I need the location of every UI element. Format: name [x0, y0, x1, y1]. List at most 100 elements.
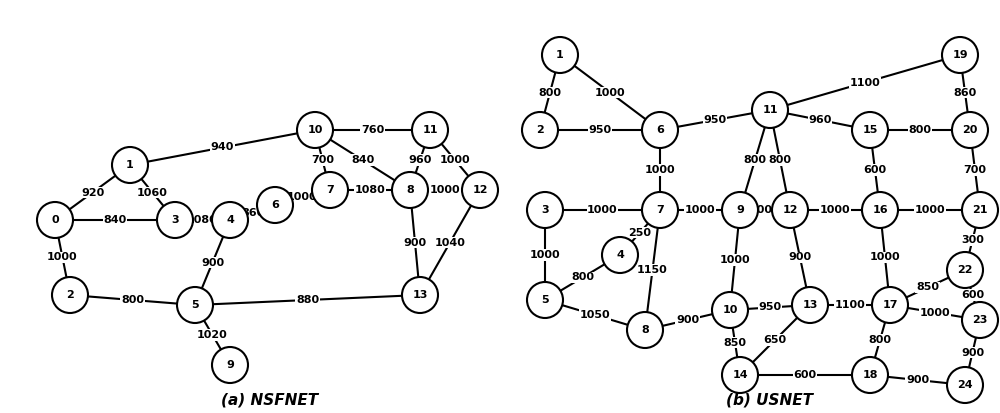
Text: 760: 760: [361, 125, 384, 135]
Circle shape: [962, 192, 998, 228]
Circle shape: [852, 112, 888, 148]
Text: 7: 7: [326, 185, 334, 195]
Text: 1000: 1000: [645, 165, 675, 175]
Text: 10: 10: [722, 305, 738, 315]
Text: 1000: 1000: [915, 205, 945, 215]
Text: 900: 900: [201, 257, 224, 268]
Text: 1050: 1050: [580, 310, 610, 320]
Text: 900: 900: [906, 375, 929, 385]
Text: 8: 8: [641, 325, 649, 335]
Text: 900: 900: [676, 315, 699, 325]
Circle shape: [952, 112, 988, 148]
Text: 3: 3: [541, 205, 549, 215]
Circle shape: [177, 287, 213, 323]
Text: 0: 0: [51, 215, 59, 225]
Text: 3: 3: [171, 215, 179, 225]
Text: 850: 850: [724, 337, 746, 347]
Text: 600: 600: [863, 165, 887, 175]
Text: 7: 7: [656, 205, 664, 215]
Text: 1000: 1000: [430, 185, 460, 195]
Text: 800: 800: [121, 295, 144, 305]
Circle shape: [752, 92, 788, 128]
Text: 13: 13: [802, 300, 818, 310]
Text: 1100: 1100: [850, 78, 880, 88]
Text: 650: 650: [763, 335, 787, 345]
Circle shape: [312, 172, 348, 208]
Circle shape: [212, 202, 248, 238]
Text: 23: 23: [972, 315, 988, 325]
Text: 1020: 1020: [197, 330, 228, 340]
Circle shape: [257, 187, 293, 223]
Text: 12: 12: [782, 205, 798, 215]
Text: 19: 19: [952, 50, 968, 60]
Text: 800: 800: [868, 335, 892, 345]
Text: 9: 9: [736, 205, 744, 215]
Circle shape: [642, 192, 678, 228]
Text: 1000: 1000: [750, 205, 780, 215]
Circle shape: [722, 192, 758, 228]
Text: 21: 21: [972, 205, 988, 215]
Circle shape: [37, 202, 73, 238]
Text: (b) USNET: (b) USNET: [726, 392, 814, 408]
Circle shape: [297, 112, 333, 148]
Text: 11: 11: [762, 105, 778, 115]
Text: (a) NSFNET: (a) NSFNET: [221, 392, 319, 408]
Text: 1080: 1080: [187, 215, 218, 225]
Text: 700: 700: [964, 165, 986, 175]
Text: 17: 17: [882, 300, 898, 310]
Circle shape: [712, 292, 748, 328]
Text: 1000: 1000: [440, 155, 470, 165]
Text: 1000: 1000: [530, 250, 560, 260]
Text: 1: 1: [556, 50, 564, 60]
Circle shape: [527, 192, 563, 228]
Text: 950: 950: [758, 302, 782, 313]
Text: 600: 600: [793, 370, 817, 380]
Text: 18: 18: [862, 370, 878, 380]
Text: 1000: 1000: [720, 255, 750, 265]
Text: 900: 900: [788, 252, 812, 263]
Text: 800: 800: [571, 273, 594, 282]
Text: 800: 800: [768, 155, 792, 165]
Circle shape: [642, 112, 678, 148]
Text: 1000: 1000: [685, 205, 715, 215]
Text: 8: 8: [406, 185, 414, 195]
Circle shape: [962, 302, 998, 338]
Text: 800: 800: [908, 125, 932, 135]
Text: 15: 15: [862, 125, 878, 135]
Text: 600: 600: [961, 290, 984, 300]
Circle shape: [792, 287, 828, 323]
Text: 1000: 1000: [287, 192, 318, 202]
Circle shape: [412, 112, 448, 148]
Text: 920: 920: [81, 188, 104, 197]
Text: 5: 5: [191, 300, 199, 310]
Circle shape: [872, 287, 908, 323]
Circle shape: [947, 367, 983, 403]
Text: 13: 13: [412, 290, 428, 300]
Text: 20: 20: [962, 125, 978, 135]
Circle shape: [52, 277, 88, 313]
Text: 700: 700: [311, 155, 334, 165]
Text: 1000: 1000: [870, 252, 900, 263]
Text: 900: 900: [403, 237, 427, 247]
Text: 24: 24: [957, 380, 973, 390]
Text: 850: 850: [916, 282, 939, 292]
Text: 1150: 1150: [637, 265, 668, 275]
Text: 250: 250: [629, 228, 652, 237]
Circle shape: [542, 37, 578, 73]
Circle shape: [852, 357, 888, 393]
Text: 1000: 1000: [595, 88, 625, 97]
Text: 940: 940: [211, 142, 234, 152]
Circle shape: [627, 312, 663, 348]
Text: 1040: 1040: [435, 237, 465, 247]
Circle shape: [462, 172, 498, 208]
Text: 1000: 1000: [820, 205, 850, 215]
Text: 950: 950: [703, 115, 727, 125]
Text: 6: 6: [656, 125, 664, 135]
Circle shape: [602, 237, 638, 273]
Circle shape: [772, 192, 808, 228]
Text: 1060: 1060: [137, 188, 168, 197]
Text: 840: 840: [351, 155, 374, 165]
Text: 12: 12: [472, 185, 488, 195]
Text: 22: 22: [957, 265, 973, 275]
Circle shape: [392, 172, 428, 208]
